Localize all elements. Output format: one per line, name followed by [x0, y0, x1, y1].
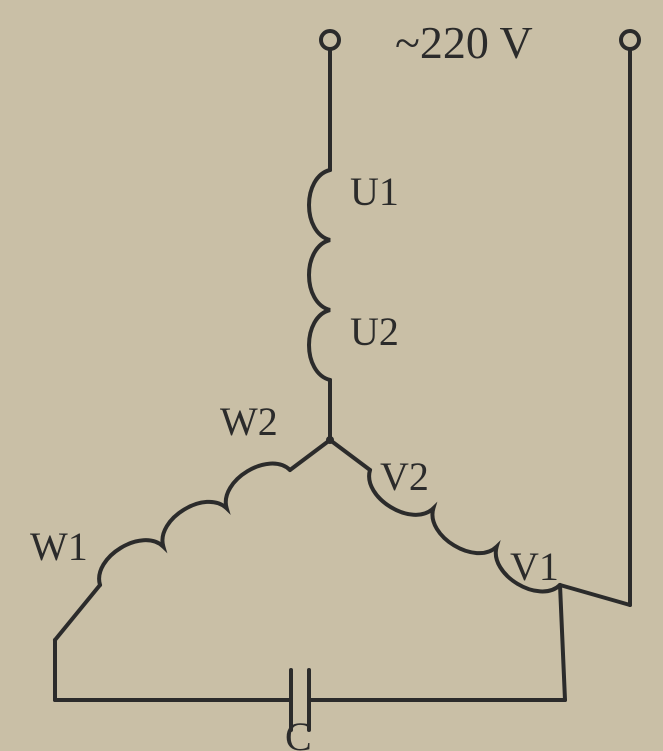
star-node [326, 436, 334, 444]
label-u2: U2 [350, 309, 399, 354]
circuit-diagram: ~220 V U1 U2 V2 V1 W2 W1 C [0, 0, 663, 751]
supply-voltage-label: ~220 V [395, 17, 533, 68]
label-w1: W1 [30, 524, 88, 569]
terminal-right [621, 31, 639, 49]
terminal-left [321, 31, 339, 49]
label-u1: U1 [350, 169, 399, 214]
label-w2: W2 [220, 399, 278, 444]
label-capacitor: C [285, 714, 312, 751]
label-v1: V1 [510, 544, 559, 589]
label-v2: V2 [380, 454, 429, 499]
